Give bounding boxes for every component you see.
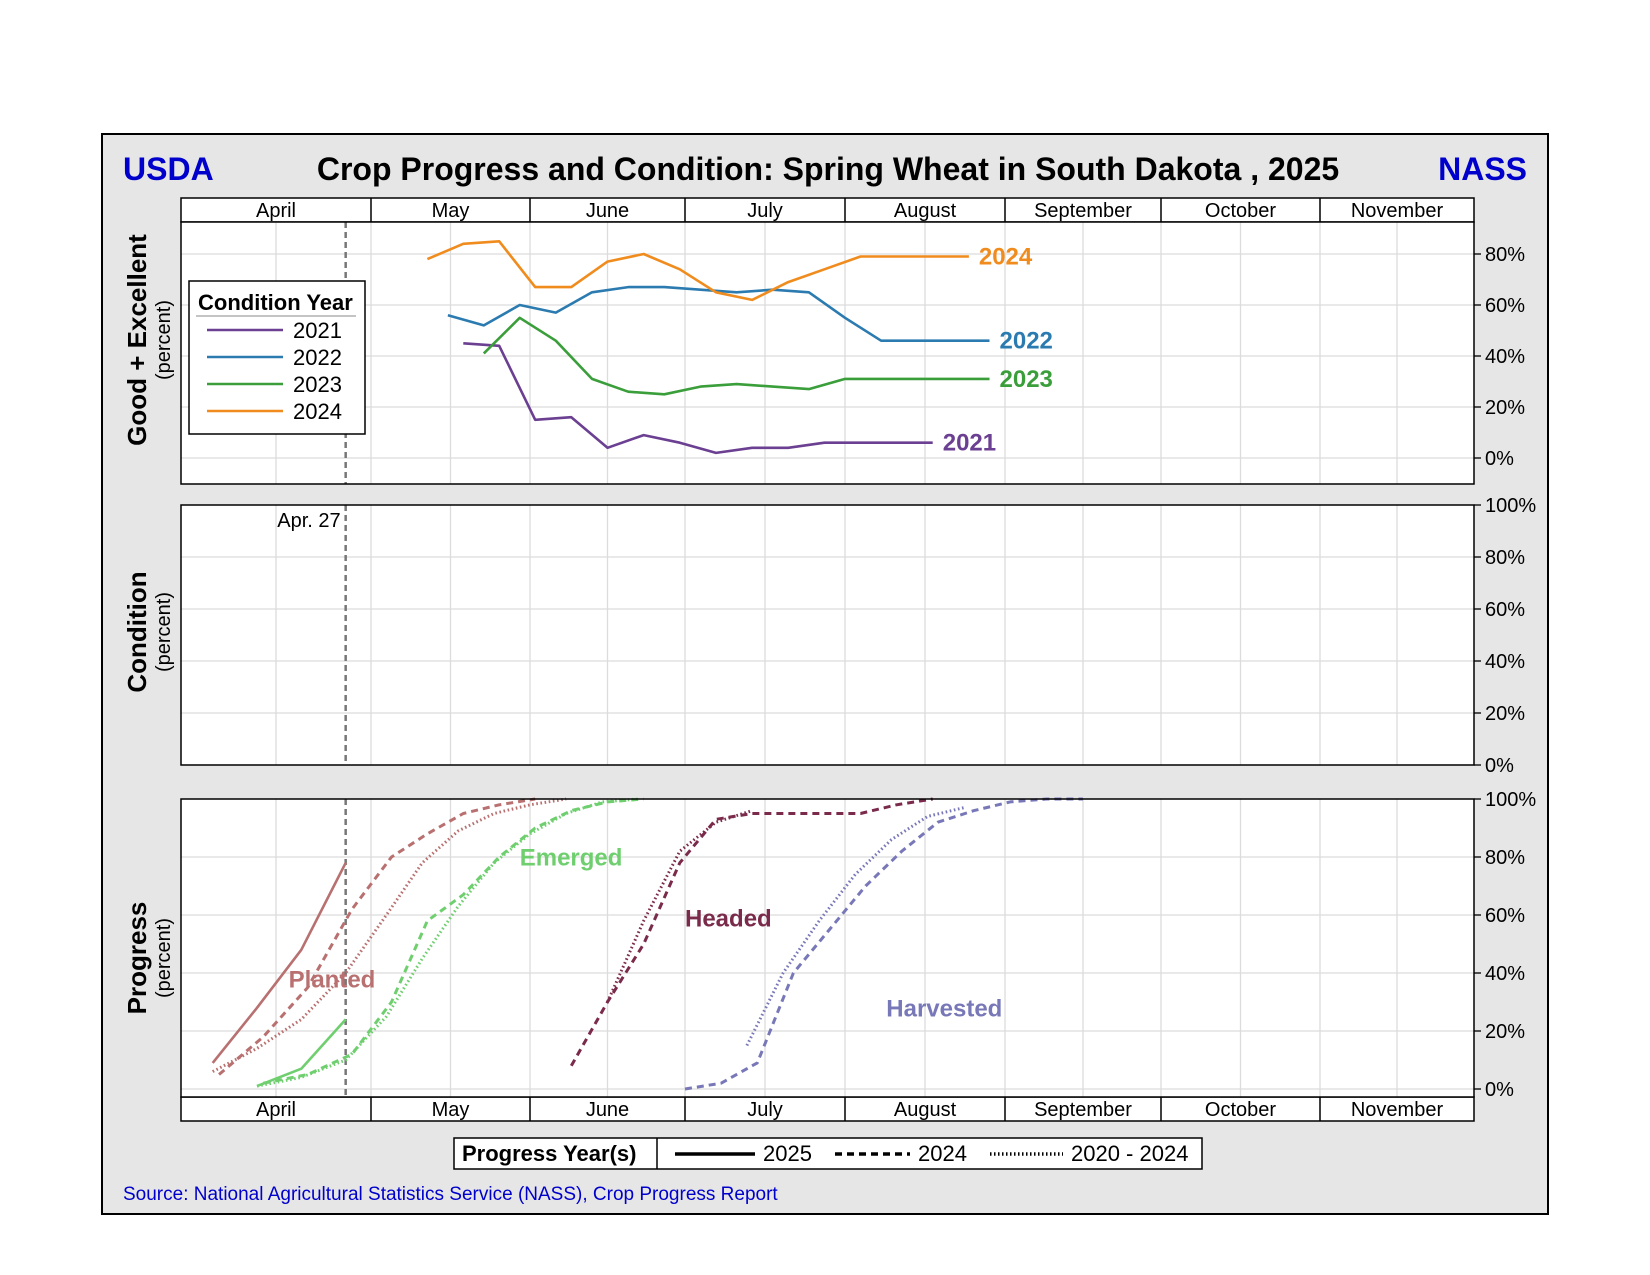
month-label: May: [432, 200, 470, 222]
y-tick-label: 0%: [1485, 1079, 1514, 1101]
series-end-label: 2021: [943, 430, 996, 457]
y-tick-label: 40%: [1485, 651, 1525, 673]
month-strip-bg: [180, 1096, 1475, 1122]
stage-label: Harvested: [886, 996, 1002, 1023]
series-line-emerged-2025: [256, 1018, 347, 1088]
y-tick-label: 20%: [1485, 1021, 1525, 1043]
progress-legend-box: [453, 1137, 1203, 1170]
legend-label-2024: 2024: [918, 1141, 967, 1166]
ylabel-sub-progress: (percent): [153, 918, 175, 998]
legend-label-2025: 2025: [763, 1141, 812, 1166]
month-label: July: [747, 200, 783, 222]
series-line-2024: [426, 240, 969, 302]
y-tick-label: 80%: [1485, 547, 1525, 569]
month-label: May: [432, 1099, 470, 1121]
month-label: November: [1351, 1099, 1444, 1121]
y-axis-title-good-excellent: Good + Excellent (percent): [122, 234, 175, 446]
chart-title: Crop Progress and Condition: Spring Whea…: [317, 151, 1339, 187]
progress-legend: Progress Year(s) 2025 2024 2020 - 2024: [453, 1137, 1203, 1170]
series-line-planted-2025: [211, 862, 347, 1064]
series-line-2023: [482, 316, 990, 396]
condition-legend-title: Condition Year: [198, 290, 353, 315]
source-note: Source: National Agricultural Statistics…: [123, 1184, 778, 1205]
legend-label-2020-2024: 2020 - 2024: [1071, 1141, 1188, 1166]
legend-entry-label: 2022: [293, 345, 342, 370]
series-end-label: 2022: [1000, 328, 1053, 355]
plot-area: [181, 799, 1474, 1097]
y-tick-label: 80%: [1485, 847, 1525, 869]
series-line-2022: [447, 285, 990, 343]
ylabel-progress: Progress: [122, 902, 152, 1015]
series-line-harvested-2020-2024: [745, 806, 965, 1047]
month-label: August: [894, 200, 957, 222]
ylabel-good-excellent: Good + Excellent: [122, 234, 152, 446]
month-strip-bg: [180, 197, 1475, 223]
progress-panel: 0% 20% 40% 60% 80% 100% Planted Emerged Headed Ha…: [180, 789, 1536, 1101]
y-tick-label: 60%: [1485, 295, 1525, 317]
series-line-planted-2020-2024: [212, 797, 567, 1073]
series-line-planted-2024: [218, 797, 536, 1076]
series-end-label: 2023: [1000, 366, 1053, 393]
y-tick-label: 60%: [1485, 599, 1525, 621]
series-line-harvested-2024: [684, 797, 1083, 1091]
y-tick-label: 100%: [1485, 789, 1536, 811]
stage-label: Planted: [289, 967, 376, 994]
ylabel-sub-condition: (percent): [153, 592, 175, 672]
stage-label: Headed: [685, 906, 772, 933]
ylabel-condition: Condition: [122, 571, 152, 692]
series-line-headed-2024: [569, 797, 933, 1067]
y-tick-label: 80%: [1485, 244, 1525, 266]
legend-entry-label: 2023: [293, 372, 342, 397]
month-label: April: [256, 1099, 296, 1121]
progress-legend-title: Progress Year(s): [462, 1141, 636, 1166]
month-strip-bottom: April May June July August September October No…: [180, 1096, 1475, 1122]
legend-entry-label: 2024: [293, 399, 342, 424]
y-tick-label: 100%: [1485, 495, 1536, 517]
plot-area: [181, 222, 1474, 484]
ylabel-sub-good-excellent: (percent): [153, 300, 175, 380]
month-label: July: [747, 1099, 783, 1121]
y-axis-title-condition: Condition (percent): [122, 571, 175, 692]
y-tick-label: 40%: [1485, 346, 1525, 368]
nass-brand: NASS: [1438, 151, 1527, 187]
legend-entry-label: 2021: [293, 318, 342, 343]
month-label: September: [1034, 200, 1132, 222]
series-line-emerged-2024: [263, 797, 644, 1085]
month-label: October: [1205, 200, 1276, 222]
series-line-headed-2020-2024: [606, 809, 753, 1003]
stage-label: Emerged: [520, 845, 623, 872]
month-strip-top: April May June July August September October No…: [180, 197, 1475, 223]
plot-area: [181, 505, 1474, 765]
y-tick-label: 0%: [1485, 755, 1514, 777]
month-label: November: [1351, 200, 1444, 222]
y-tick-label: 20%: [1485, 397, 1525, 419]
y-tick-label: 60%: [1485, 905, 1525, 927]
month-label: June: [586, 200, 629, 222]
y-tick-label: 0%: [1485, 448, 1514, 470]
series-end-label: 2024: [979, 244, 1033, 271]
month-label: September: [1034, 1099, 1132, 1121]
series-line-emerged-2020-2024: [256, 797, 639, 1088]
series-layer: Planted Emerged Headed Harvested: [211, 797, 1083, 1091]
plot-border: [180, 504, 1475, 766]
plot-border: [180, 221, 1475, 485]
month-label: June: [586, 1099, 629, 1121]
month-label: October: [1205, 1099, 1276, 1121]
y-axis-title-progress: Progress (percent): [122, 902, 175, 1015]
y-tick-label: 40%: [1485, 963, 1525, 985]
plot-border: [180, 798, 1475, 1098]
series-layer: 2021 2022 2023 2024: [426, 240, 1053, 457]
condition-panel: 0% 20% 40% 60% 80% 100% Apr. 27: [180, 495, 1536, 777]
series-line-2021: [463, 342, 933, 455]
month-label: August: [894, 1099, 957, 1121]
usda-brand: USDA: [123, 151, 214, 187]
y-tick-label: 20%: [1485, 703, 1525, 725]
marker-date-label: Apr. 27: [277, 510, 340, 532]
month-label: April: [256, 200, 296, 222]
